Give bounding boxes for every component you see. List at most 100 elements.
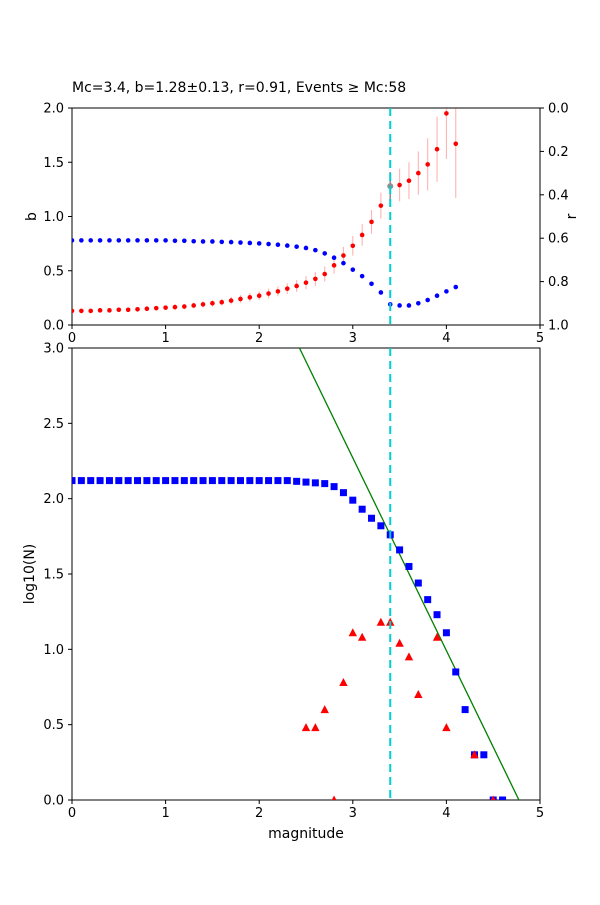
r-value-point: [116, 238, 122, 243]
r-value-point: [153, 238, 159, 243]
r-value-point: [125, 238, 131, 243]
incremental-point: [470, 750, 479, 759]
b-value-point: [144, 306, 150, 312]
cumulative-point: [87, 477, 95, 485]
r-value-point: [79, 238, 84, 243]
b-value-point: [303, 280, 309, 285]
top-x-tick-label: 1: [161, 331, 169, 346]
incremental-point: [376, 617, 386, 626]
top-x-tick-label: 0: [68, 331, 76, 346]
r-value-point: [350, 267, 356, 272]
cumulative-point: [283, 477, 291, 485]
b-value-point: [369, 219, 374, 225]
r-value-point: [444, 289, 449, 294]
b-value-point: [313, 276, 318, 282]
gr-fit-line: [298, 348, 520, 800]
bottom-y-tick-label: 2.0: [43, 492, 64, 507]
b-value-point: [125, 307, 131, 313]
b-value-point: [256, 293, 262, 299]
cumulative-point: [499, 796, 507, 800]
top-right-y-tick-label: 0.6: [548, 232, 569, 247]
incremental-point: [404, 652, 414, 661]
b-value-point: [79, 308, 84, 314]
r-value-point: [397, 303, 402, 308]
b-value-point: [247, 295, 253, 300]
b-value-point: [153, 305, 159, 311]
bottom-axes-frame: [71, 347, 541, 801]
cumulative-point: [180, 477, 188, 485]
cumulative-point: [302, 478, 310, 486]
cumulative-point: [339, 489, 347, 497]
bottom-x-tick-label: 3: [349, 806, 357, 821]
b-value-point: [425, 162, 430, 167]
top-left-y-tick-label: 1.0: [43, 210, 64, 225]
r-value-point: [72, 238, 75, 243]
cumulative-point: [330, 483, 338, 491]
top-x-tick-label: 5: [536, 331, 544, 346]
bottom-y-axis-label: log10(N): [22, 544, 38, 605]
r-value-point: [219, 239, 225, 245]
b-value-point: [219, 299, 225, 305]
r-value-point: [341, 260, 346, 266]
bottom-y-tick-label: 2.5: [43, 417, 64, 432]
top-left-y-tick-label: 0.0: [43, 319, 64, 334]
b-value-point: [444, 111, 449, 116]
b-value-point: [135, 306, 140, 312]
cumulative-point: [162, 477, 170, 485]
r-value-series: [72, 238, 459, 308]
cumulative-point: [255, 477, 263, 485]
b-value-point: [72, 308, 75, 314]
cumulative-point: [358, 505, 366, 513]
top-right-y-tick-label: 1.0: [548, 319, 569, 334]
cumulative-point: [218, 477, 226, 485]
b-value-point: [228, 298, 234, 303]
cumulative-point: [190, 477, 198, 485]
top-x-tick-label: 2: [255, 331, 263, 346]
cumulative-point: [461, 706, 469, 714]
r-value-point: [228, 239, 234, 245]
bottom-y-tick-label: 1.5: [43, 568, 64, 583]
b-value-point: [116, 307, 122, 313]
b-value-point: [191, 303, 196, 308]
b-value-point: [172, 304, 178, 310]
b-value-point: [163, 305, 168, 310]
r-value-point: [210, 239, 215, 244]
cumulative-point: [236, 477, 244, 485]
cumulative-point: [134, 477, 142, 485]
bottom-x-tick-label: 0: [68, 806, 76, 821]
top-left-y-tick-label: 0.5: [43, 264, 64, 279]
cumulative-point: [124, 477, 132, 485]
bottom-x-tick-label: 5: [536, 806, 544, 821]
r-value-point: [107, 238, 112, 243]
b-value-point: [284, 286, 290, 291]
b-value-point: [88, 308, 94, 314]
b-value-point: [322, 271, 328, 277]
bottom-y-tick-label: 0.5: [43, 718, 64, 733]
incremental-point: [395, 638, 404, 647]
r-value-point: [359, 273, 365, 279]
b-value-point: [406, 178, 412, 183]
b-value-point: [200, 302, 206, 307]
bottom-y-tick-label: 0.0: [43, 794, 64, 809]
cumulative-point: [143, 477, 151, 485]
r-value-point: [266, 241, 271, 247]
top-right-axis-label: r: [564, 213, 580, 219]
bottom-x-tick-label: 4: [442, 806, 450, 821]
b-value-point: [266, 291, 271, 296]
b-value-point: [182, 304, 187, 309]
cumulative-point: [433, 611, 441, 619]
b-value-point: [210, 301, 215, 306]
b-value-point: [434, 146, 440, 152]
r-value-point: [97, 238, 103, 243]
r-value-point: [369, 281, 374, 287]
b-value-point: [416, 170, 421, 176]
top-right-y-tick-label: 0.8: [548, 275, 569, 290]
cumulative-point: [452, 668, 460, 676]
r-value-point: [406, 303, 412, 308]
cumulative-point: [293, 477, 301, 485]
r-value-point: [313, 247, 318, 253]
top-x-tick-label: 3: [349, 331, 357, 346]
cumulative-point: [424, 596, 432, 604]
cumulative-point: [77, 477, 85, 485]
